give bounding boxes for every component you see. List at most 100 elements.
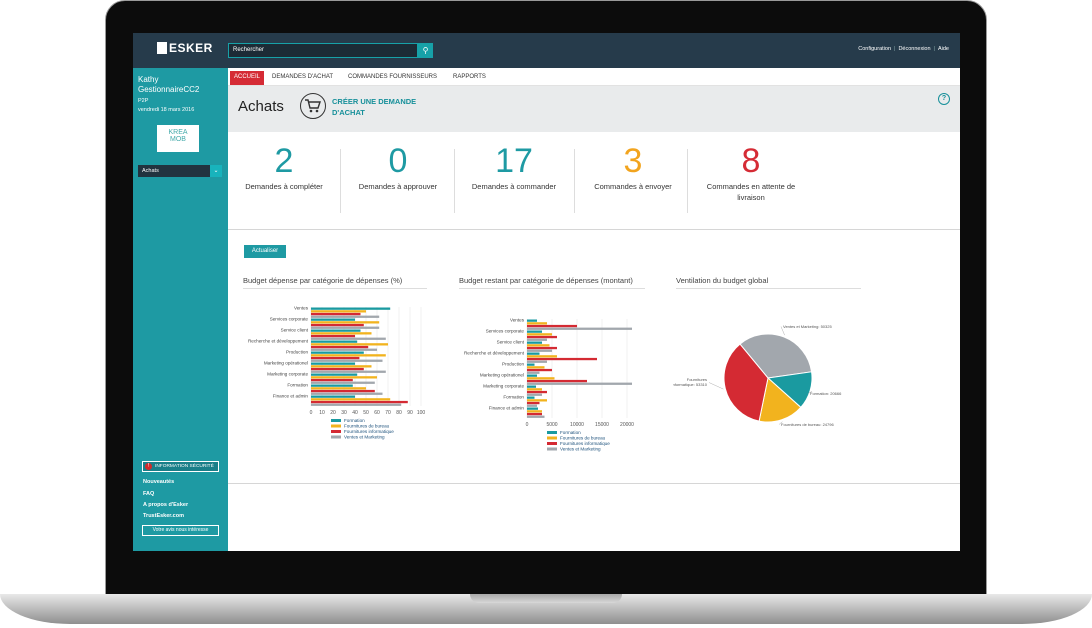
bar bbox=[311, 351, 364, 354]
esker-logo[interactable]: ESKER bbox=[157, 41, 213, 55]
kpi-value: 0 bbox=[388, 142, 408, 180]
feedback-button[interactable]: Votre avis nous intéresse bbox=[142, 525, 219, 536]
category-label: Marketing opérationel bbox=[264, 361, 308, 366]
legend-swatch bbox=[331, 430, 341, 433]
logout-link[interactable]: Déconnexion bbox=[898, 46, 931, 52]
bar bbox=[311, 343, 388, 346]
section-divider bbox=[228, 229, 960, 230]
x-tick-label: 0 bbox=[310, 410, 313, 416]
tab-demandes-achat[interactable]: DEMANDES D'ACHAT bbox=[272, 74, 334, 80]
pie-label: Fournitures de bureau: 24796 bbox=[781, 422, 834, 427]
top-links: Configuration | Déconnexion | Aide bbox=[855, 46, 952, 52]
security-info-button[interactable]: ! INFORMATION SÉCURITÉ bbox=[142, 461, 219, 472]
help-icon[interactable]: ? bbox=[938, 93, 950, 105]
kpi-divider bbox=[687, 149, 688, 213]
chart-budget-restant: 0 5000 10000 15000 20000 Ventes Services corpo… bbox=[464, 318, 634, 452]
bar bbox=[311, 326, 380, 329]
category-label: Production bbox=[502, 362, 524, 367]
bar bbox=[311, 376, 377, 379]
category-label: Finance et admin bbox=[273, 394, 309, 399]
kpi-value: 8 bbox=[741, 142, 761, 180]
user-name: Kathy GestionnaireCC2 bbox=[138, 75, 200, 94]
x-tick-label: 15000 bbox=[595, 422, 609, 428]
bar bbox=[527, 324, 577, 328]
cart-glyph bbox=[305, 99, 321, 113]
chart-budget-depense: 0 10 20 30 40 50 60 70 80 90 100 Ventes Services cor… bbox=[248, 306, 425, 440]
tab-commandes-fournisseurs[interactable]: COMMANDES FOURNISSEURS bbox=[348, 74, 438, 80]
configuration-link[interactable]: Configuration bbox=[858, 46, 891, 52]
category-label: Production bbox=[286, 350, 308, 355]
tab-accueil[interactable]: ACCUEIL bbox=[230, 71, 265, 85]
legend-label: Fournitures informatique bbox=[560, 441, 610, 446]
alert-icon: ! bbox=[145, 463, 152, 470]
bar bbox=[311, 340, 358, 343]
legend-label: Fournitures informatique bbox=[344, 429, 394, 434]
kpi-divider bbox=[574, 149, 575, 213]
help-link[interactable]: Aide bbox=[937, 46, 949, 52]
sidebar-link-news[interactable]: Nouveautés bbox=[143, 479, 175, 485]
legend-label: Formation bbox=[560, 430, 581, 435]
kpi-to-complete[interactable]: 2 Demandes à compléter bbox=[234, 141, 334, 192]
user-role: P2P bbox=[138, 98, 149, 104]
bar bbox=[527, 399, 547, 402]
kpi-awaiting-delivery[interactable]: 8 Commandes en attente de livraison bbox=[696, 141, 806, 203]
x-tick-label: 90 bbox=[407, 410, 413, 416]
bar bbox=[311, 307, 391, 310]
category-label: Service client bbox=[497, 340, 525, 345]
pie-label: Ventes et Marketing: 50325 bbox=[783, 324, 832, 329]
bar bbox=[311, 348, 377, 351]
kpi-divider bbox=[340, 149, 341, 213]
search-button[interactable]: ⚲ bbox=[418, 43, 433, 58]
x-tick-label: 80 bbox=[396, 410, 402, 416]
chart1-title: Budget dépense par catégorie de dépenses… bbox=[243, 276, 427, 289]
bar bbox=[311, 354, 386, 357]
bar bbox=[527, 382, 632, 385]
bar bbox=[311, 323, 364, 327]
pie-label: Formation: 20666 bbox=[810, 391, 842, 396]
legend-swatch bbox=[547, 447, 557, 451]
bar bbox=[311, 312, 361, 316]
sidebar-link-about[interactable]: A propos d'Esker bbox=[143, 502, 189, 508]
create-request-link[interactable]: CRÉER UNE DEMANDE D'ACHAT bbox=[332, 96, 432, 118]
category-label: Formation bbox=[287, 383, 308, 388]
kpi-to-send[interactable]: 3 Commandes à envoyer bbox=[580, 141, 686, 192]
bar bbox=[527, 346, 557, 350]
kpi-label: Demandes à approuver bbox=[358, 182, 438, 191]
legend-label: Fournitures de bureau bbox=[560, 436, 606, 441]
bar bbox=[527, 366, 545, 369]
pie-leader-line bbox=[778, 421, 783, 425]
refresh-button[interactable]: Actualiser bbox=[244, 245, 286, 258]
pie-label: Fournitures bbox=[687, 377, 707, 382]
kpi-divider bbox=[454, 149, 455, 213]
kpi-to-order[interactable]: 17 Demandes à commander bbox=[460, 141, 568, 192]
company-logo: KREA MOB bbox=[157, 125, 199, 152]
main-tabs: ACCUEIL DEMANDES D'ACHAT COMMANDES FOURN… bbox=[228, 68, 960, 86]
page-title: Achats bbox=[238, 98, 284, 115]
category-label: Recherche et développement bbox=[248, 339, 309, 344]
section-divider bbox=[228, 483, 960, 484]
cart-icon[interactable] bbox=[300, 93, 326, 119]
bar bbox=[311, 315, 380, 318]
chevron-down-icon[interactable]: ⌄ bbox=[210, 165, 222, 177]
sidebar-link-trust[interactable]: TrustEsker.com bbox=[143, 513, 184, 519]
nav-select[interactable]: Achats bbox=[138, 165, 210, 177]
bar bbox=[311, 398, 391, 401]
x-tick-label: 30 bbox=[341, 410, 347, 416]
x-tick-label: 40 bbox=[352, 410, 358, 416]
search-input[interactable]: Rechercher bbox=[228, 43, 418, 58]
bar bbox=[311, 389, 375, 393]
bar bbox=[527, 355, 557, 358]
laptop-notch bbox=[470, 594, 622, 603]
sidebar-link-faq[interactable]: FAQ bbox=[143, 491, 155, 497]
tab-rapports[interactable]: RAPPORTS bbox=[453, 74, 486, 80]
kpi-to-approve[interactable]: 0 Demandes à approuver bbox=[348, 141, 448, 192]
top-bar: ESKER Rechercher ⚲ Configuration | Déconne… bbox=[133, 33, 960, 68]
chart-ventilation-budget: Ventes et Marketing: 50325 Formation: 206… bbox=[673, 324, 842, 427]
chart2-title: Budget restant par catégorie de dépenses… bbox=[459, 276, 645, 289]
legend-swatch bbox=[547, 436, 557, 440]
category-label: Ventes bbox=[294, 306, 309, 311]
category-label: Marketing corporate bbox=[483, 384, 524, 389]
link-separator: | bbox=[894, 46, 896, 52]
bar bbox=[527, 327, 632, 330]
bar bbox=[311, 370, 386, 373]
